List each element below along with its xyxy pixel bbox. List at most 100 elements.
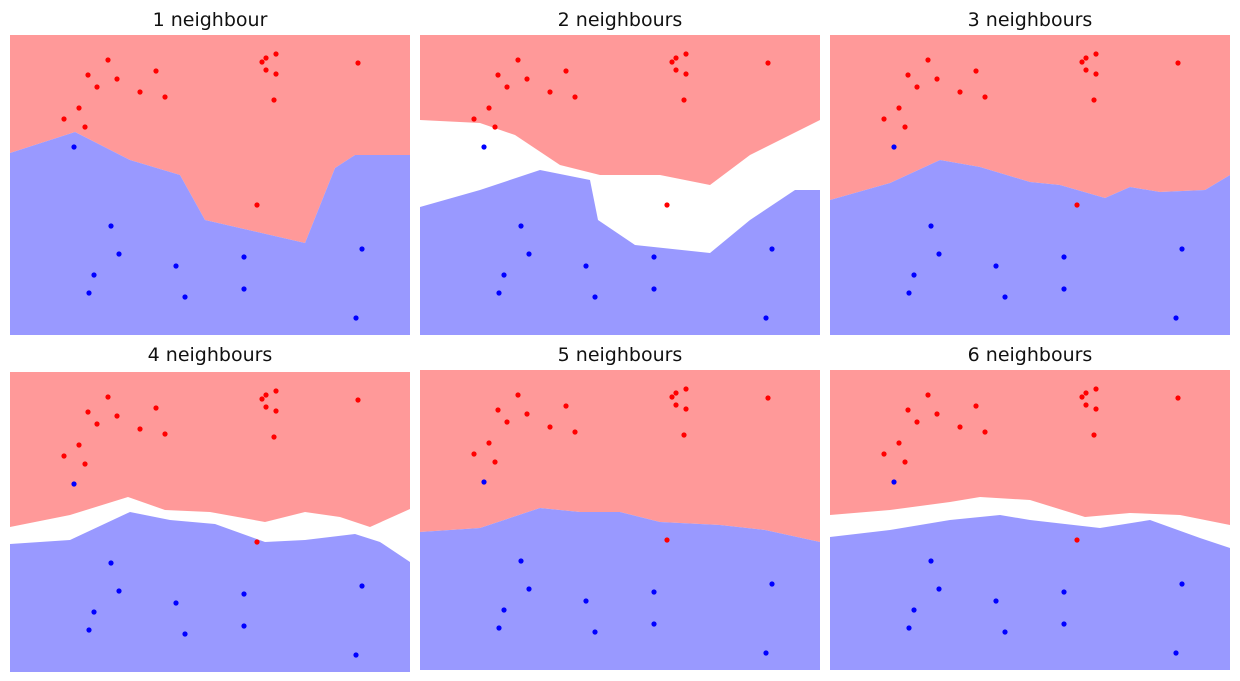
red-data-point xyxy=(515,57,521,63)
red-data-point xyxy=(61,116,67,122)
red-data-point xyxy=(94,421,100,427)
red-data-point xyxy=(681,432,687,438)
red-data-point xyxy=(914,419,920,425)
red-data-point xyxy=(925,57,931,63)
blue-data-point xyxy=(496,290,502,296)
red-data-point xyxy=(905,72,911,78)
red-data-point xyxy=(1074,202,1080,208)
red-data-point xyxy=(524,411,530,417)
red-data-point xyxy=(572,429,578,435)
red-data-point xyxy=(271,97,277,103)
panel-title-5: 5 neighbours xyxy=(557,344,683,366)
red-data-point xyxy=(486,440,492,446)
red-data-point xyxy=(683,386,689,392)
plot-area-4 xyxy=(10,372,410,672)
red-data-point xyxy=(137,89,143,95)
red-data-point xyxy=(259,59,265,65)
red-data-point xyxy=(896,105,902,111)
red-data-point xyxy=(263,67,269,73)
blue-data-point xyxy=(993,263,999,269)
panel-title-6: 6 neighbours xyxy=(967,344,1093,366)
red-class-region xyxy=(830,370,1230,525)
red-data-point xyxy=(85,72,91,78)
red-data-point xyxy=(82,124,88,130)
blue-data-point xyxy=(936,251,942,257)
blue-data-point xyxy=(518,223,524,229)
red-data-point xyxy=(673,67,679,73)
red-data-point xyxy=(105,394,111,400)
plot-area-1 xyxy=(10,35,410,335)
red-data-point xyxy=(683,51,689,57)
red-data-point xyxy=(673,55,679,61)
blue-data-point xyxy=(1002,294,1008,300)
red-data-point xyxy=(515,392,521,398)
blue-data-point xyxy=(1061,589,1067,595)
blue-data-point xyxy=(241,623,247,629)
blue-data-point xyxy=(1179,581,1185,587)
red-data-point xyxy=(273,388,279,394)
red-data-point xyxy=(153,68,159,74)
blue-data-point xyxy=(769,246,775,252)
blue-data-point xyxy=(496,625,502,631)
red-data-point xyxy=(1083,402,1089,408)
red-data-point xyxy=(504,419,510,425)
blue-data-point xyxy=(501,272,507,278)
blue-data-point xyxy=(911,272,917,278)
blue-data-point xyxy=(1002,629,1008,635)
red-data-point xyxy=(254,539,260,545)
blue-data-point xyxy=(359,246,365,252)
blue-data-point xyxy=(1061,286,1067,292)
panel-title-3: 3 neighbours xyxy=(967,9,1093,31)
red-data-point xyxy=(162,431,168,437)
plot-area-2 xyxy=(420,35,820,335)
blue-data-point xyxy=(763,650,769,656)
blue-data-point xyxy=(501,607,507,613)
red-data-point xyxy=(137,426,143,432)
red-data-point xyxy=(905,407,911,413)
red-class-region xyxy=(420,370,820,542)
red-data-point xyxy=(524,76,530,82)
red-data-point xyxy=(902,459,908,465)
red-data-point xyxy=(263,404,269,410)
blue-data-point xyxy=(71,481,77,487)
blue-data-point xyxy=(182,631,188,637)
red-data-point xyxy=(263,392,269,398)
plot-area-5 xyxy=(420,370,820,670)
red-data-point xyxy=(934,411,940,417)
red-data-point xyxy=(273,408,279,414)
blue-class-region xyxy=(420,170,820,335)
blue-data-point xyxy=(91,272,97,278)
red-data-point xyxy=(76,442,82,448)
red-data-point xyxy=(1079,59,1085,65)
red-data-point xyxy=(683,71,689,77)
red-data-point xyxy=(1175,395,1181,401)
red-data-point xyxy=(1175,60,1181,66)
blue-data-point xyxy=(481,144,487,150)
blue-data-point xyxy=(526,586,532,592)
red-data-point xyxy=(1083,390,1089,396)
red-data-point xyxy=(495,407,501,413)
red-data-point xyxy=(486,105,492,111)
blue-class-region xyxy=(830,160,1230,335)
blue-class-region xyxy=(10,132,410,335)
red-data-point xyxy=(114,413,120,419)
blue-data-point xyxy=(763,315,769,321)
blue-data-point xyxy=(651,589,657,595)
red-data-point xyxy=(114,76,120,82)
red-data-point xyxy=(1091,97,1097,103)
blue-data-point xyxy=(911,607,917,613)
red-data-point xyxy=(471,451,477,457)
red-data-point xyxy=(85,409,91,415)
red-data-point xyxy=(957,89,963,95)
blue-data-point xyxy=(353,652,359,658)
blue-data-point xyxy=(241,591,247,597)
blue-data-point xyxy=(353,315,359,321)
red-data-point xyxy=(355,60,361,66)
red-data-point xyxy=(94,84,100,90)
red-data-point xyxy=(683,406,689,412)
red-data-point xyxy=(982,94,988,100)
red-data-point xyxy=(76,105,82,111)
red-data-point xyxy=(273,71,279,77)
red-data-point xyxy=(1083,67,1089,73)
blue-data-point xyxy=(182,294,188,300)
